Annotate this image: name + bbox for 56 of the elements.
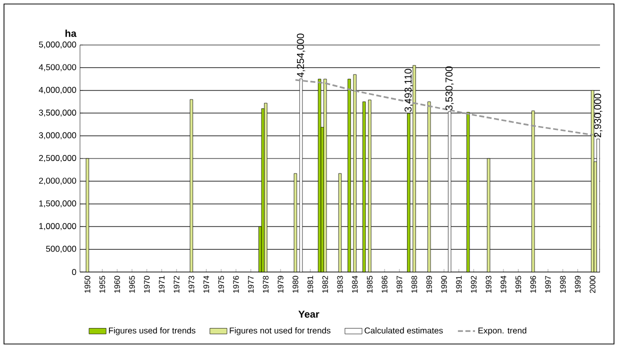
x-tick-label: 1998 xyxy=(560,276,566,293)
x-tick-label: 1992 xyxy=(470,276,477,293)
x-tick-label: 1984 xyxy=(352,276,358,293)
x-axis-title: Year xyxy=(298,310,320,318)
legend-label: Expon. trend xyxy=(478,327,526,336)
x-tick-label: 1999 xyxy=(574,276,581,293)
x-tick-label: 1971 xyxy=(158,276,165,293)
data-label: 4,254,000 xyxy=(296,34,306,78)
x-tick-label: 1995 xyxy=(515,276,522,293)
x-tick-label: 1980 xyxy=(292,276,298,293)
x-tick-label: 1978 xyxy=(262,276,269,293)
x-tick-label: 1982 xyxy=(322,276,328,293)
x-tick-label: 1988 xyxy=(411,276,418,293)
x-tick-label: 1991 xyxy=(456,276,462,293)
x-tick-label: 1973 xyxy=(188,276,194,293)
x-tick-label: 1977 xyxy=(248,276,254,293)
x-tick-label: 1979 xyxy=(278,276,284,293)
y-tick-label: 2,500,000 xyxy=(39,154,76,162)
data-label: 2,930,000 xyxy=(594,94,602,138)
y-tick-label: 4,500,000 xyxy=(38,64,76,72)
y-tick-label: 2,000,000 xyxy=(39,178,76,185)
x-tick-label: 1986 xyxy=(382,276,388,293)
x-tick-label: 1970 xyxy=(144,276,150,293)
x-tick-label: 1987 xyxy=(396,276,402,293)
x-tick-label: 1994 xyxy=(500,276,506,293)
y-tick-label: 3,500,000 xyxy=(38,110,76,117)
y-axis-title: ha xyxy=(66,30,77,37)
x-tick-label: 1993 xyxy=(486,276,492,293)
x-tick-label: 1996 xyxy=(530,276,536,293)
x-tick-label: 2000 xyxy=(590,276,596,293)
x-tick-label: 1990 xyxy=(441,276,447,293)
y-tick-label: 3,000,000 xyxy=(38,132,76,140)
legend-label: Figures not used for trends xyxy=(230,327,330,336)
x-tick-label: 1960 xyxy=(114,276,120,293)
x-tick-label: 1981 xyxy=(307,276,314,293)
y-tick-label: 500,000 xyxy=(46,246,76,253)
x-tick-label: 1989 xyxy=(426,276,432,293)
data-label: 3,530,700 xyxy=(445,66,454,110)
x-tick-label: 1950 xyxy=(84,276,90,293)
y-tick-label: 4,000,000 xyxy=(38,86,76,94)
x-tick-label: 1972 xyxy=(174,276,180,293)
legend-label: Calculated estimates xyxy=(364,327,443,334)
y-tick-label: 5,000,000 xyxy=(38,41,76,49)
x-tick-label: 1965 xyxy=(129,276,135,293)
x-tick-label: 1974 xyxy=(203,276,210,293)
data-label: 3,493,110 xyxy=(404,68,413,112)
x-tick-label: 1985 xyxy=(366,276,373,293)
y-tick-label: 0 xyxy=(72,269,76,276)
x-tick-label: 1975 xyxy=(218,276,224,293)
x-tick-label: 1997 xyxy=(545,276,551,293)
y-tick-label: 1,000,000 xyxy=(39,223,76,230)
y-tick-label: 1,500,000 xyxy=(39,200,76,208)
legend-label: Figures used for trends xyxy=(108,327,196,336)
x-tick-label: 1955 xyxy=(99,276,106,293)
x-tick-label: 1976 xyxy=(233,276,239,293)
x-tick-label: 1983 xyxy=(337,276,343,293)
